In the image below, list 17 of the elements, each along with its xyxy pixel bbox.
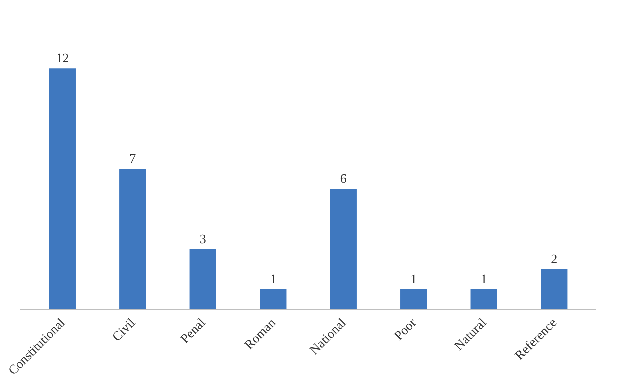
- bar: [541, 269, 568, 310]
- data-label: 1: [480, 271, 488, 286]
- bar: [470, 289, 498, 310]
- data-label: 12: [56, 50, 70, 66]
- data-label: 1: [270, 271, 277, 286]
- data-label: 6: [340, 171, 348, 186]
- data-label: 3: [200, 231, 206, 246]
- bar: [120, 169, 146, 310]
- bar: [190, 249, 216, 310]
- bar: [49, 68, 76, 310]
- bar: [400, 289, 428, 310]
- data-label: 2: [551, 251, 558, 266]
- data-label: 1: [410, 271, 418, 286]
- bar: [330, 189, 357, 310]
- x-tick-label: Poor: [391, 314, 420, 344]
- bar: [260, 289, 287, 310]
- data-label: 7: [130, 151, 137, 166]
